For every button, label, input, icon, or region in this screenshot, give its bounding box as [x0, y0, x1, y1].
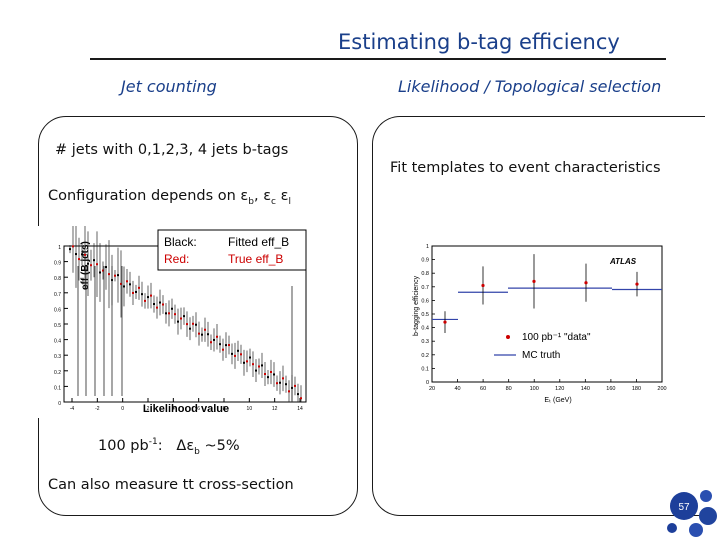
- left-xtick-label: 12: [272, 406, 278, 412]
- left-ytick-label: 0.3: [54, 354, 61, 360]
- left-xtick-label: -2: [95, 406, 100, 412]
- left-xtick-label: 14: [297, 406, 303, 412]
- page-logo-icon: 57: [667, 490, 717, 537]
- left-efficiency-plot: eff (B jets) 1 0.9 0.8 0.7 0.6 0.5 0.4 0.3 0.2 0.…: [38, 226, 310, 418]
- left-ytick-label: 0.1: [54, 385, 61, 391]
- slide-title: Estimating b-tag efficiency: [338, 30, 620, 54]
- right-plot-xlabel: Eₜ (GeV): [544, 397, 571, 404]
- left-ytick-label: 0.7: [54, 292, 61, 298]
- right-xtick-label: 60: [480, 386, 486, 392]
- right-xtick-label: 200: [657, 386, 666, 392]
- left-plot-legend: [157, 229, 307, 271]
- left-ytick-label: 0.2: [54, 370, 61, 376]
- right-text-templates: Fit templates to event characteristics: [390, 160, 661, 176]
- right-column-heading: Likelihood / Topological selection: [398, 77, 662, 96]
- left-text-precision: 100 pb-1: Δεb ~5%: [98, 437, 240, 457]
- left-ytick-label: 0: [58, 401, 61, 407]
- left-column-heading: Jet counting: [121, 77, 217, 96]
- right-plot-x-ticks: 20 40 60 80 100 120 140 160 180 200: [429, 379, 667, 392]
- legend-black-label: Black:: [164, 235, 197, 249]
- left-xtick-label: 8: [223, 406, 226, 412]
- left-text-crosssection: Can also measure tt cross-section: [48, 477, 294, 493]
- left-xtick-label: 4: [172, 406, 175, 412]
- right-ytick-label: 0.7: [421, 285, 429, 291]
- right-efficiency-plot: b-tagging efficiency 1 0.9 0.8 0.7 0.6 0.5 0.4…: [398, 236, 670, 412]
- left-xtick-label: 0: [121, 406, 124, 412]
- right-xtick-label: 160: [606, 386, 615, 392]
- right-xtick-label: 100: [530, 386, 539, 392]
- right-xtick-label: 180: [632, 386, 641, 392]
- right-xtick-label: 120: [555, 386, 564, 392]
- right-xtick-label: 80: [506, 386, 512, 392]
- right-plot-series: [432, 254, 662, 334]
- left-xtick-label: 2: [147, 406, 150, 412]
- legend-data-marker: [506, 335, 510, 339]
- left-ytick-label: 0.4: [54, 339, 61, 345]
- left-plot-xlabel: Likelihood value: [143, 403, 229, 415]
- page-number: 57: [678, 502, 690, 513]
- right-xtick-label: 140: [581, 386, 590, 392]
- atlas-brand: ATLAS: [609, 257, 637, 266]
- legend-mc-label: MC truth: [522, 350, 560, 361]
- right-ytick-label: 0: [426, 380, 429, 386]
- left-plot-ylabel: eff (B jets): [80, 241, 91, 290]
- left-text-jets: # jets with 0,1,2,3, 4 jets b-tags: [55, 142, 289, 158]
- right-xtick-label: 20: [429, 386, 435, 392]
- legend-red-text: True eff_B: [228, 252, 283, 266]
- legend-data-label: 100 pb⁻¹ "data": [522, 332, 591, 343]
- left-plot-x-ticks: -4 -2 0 2 4 6 8 10 12 14: [70, 398, 303, 412]
- left-text-config: Configuration depends on εb, εc εl: [48, 188, 291, 207]
- title-underline: [90, 58, 666, 60]
- left-xtick-label: 10: [247, 406, 253, 412]
- right-ytick-label: 0.9: [421, 258, 429, 264]
- right-ytick-label: 0.8: [421, 271, 429, 277]
- right-ytick-label: 0.6: [421, 298, 429, 304]
- left-ytick-label: 0.6: [54, 307, 61, 313]
- right-ytick-label: 0.2: [421, 353, 429, 359]
- right-ytick-label: 1: [426, 244, 429, 250]
- left-ytick-label: 0.9: [54, 261, 61, 267]
- legend-red-label: Red:: [164, 252, 189, 266]
- left-plot-y-ticks: 1 0.9 0.8 0.7 0.6 0.5 0.4 0.3 0.2 0.1 0: [54, 245, 68, 407]
- left-xtick-label: -4: [70, 406, 75, 412]
- left-ytick-label: 1: [58, 245, 61, 251]
- left-xtick-label: 6: [197, 406, 200, 412]
- left-plot-points: [69, 226, 302, 402]
- right-ytick-label: 0.4: [421, 326, 429, 332]
- right-plot-ylabel: b-tagging efficiency: [413, 275, 420, 336]
- right-plot-y-ticks: 1 0.9 0.8 0.7 0.6 0.5 0.4 0.3 0.2 0.1 0: [421, 244, 435, 386]
- right-ytick-label: 0.3: [421, 339, 429, 345]
- left-ytick-label: 0.5: [54, 323, 61, 329]
- left-ytick-label: 0.8: [54, 276, 61, 282]
- right-ytick-label: 0.5: [421, 312, 429, 318]
- right-ytick-label: 0.1: [421, 366, 429, 372]
- right-xtick-label: 40: [454, 386, 460, 392]
- legend-black-text: Fitted eff_B: [228, 235, 289, 249]
